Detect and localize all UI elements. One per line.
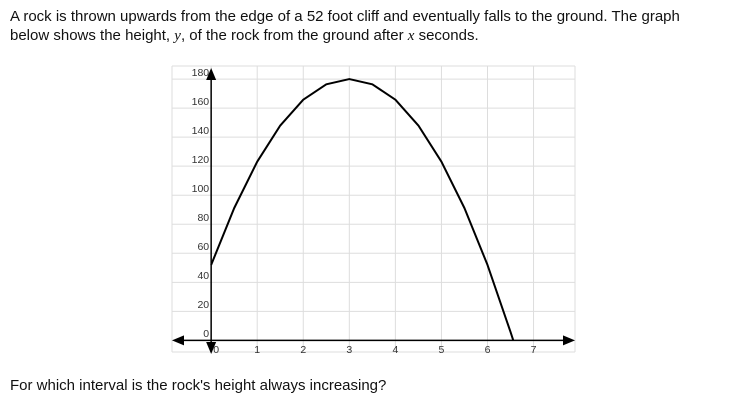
y-tick-label: 0 <box>203 328 209 340</box>
x-tick-label: 0 <box>213 344 219 356</box>
arrow <box>172 335 184 346</box>
text: below shows the height, <box>10 27 175 44</box>
chart: 0 1 2 3 4 5 6 7 0 20 40 60 80 100 120 140 160 180 <box>171 65 576 356</box>
text: seconds. <box>414 27 479 44</box>
intro-text: below shows the height, y, of the rock f… <box>10 27 479 45</box>
arrow <box>206 68 217 80</box>
intro-text: A rock is thrown upwards from the edge o… <box>10 8 680 25</box>
y-tick-label: 140 <box>192 125 210 137</box>
x-tick-label: 6 <box>485 344 491 356</box>
variable: y <box>174 28 181 44</box>
y-tick-label: 180 <box>192 67 210 79</box>
y-tick-label: 40 <box>197 270 209 282</box>
y-tick-label: 120 <box>192 154 210 166</box>
y-tick-label: 60 <box>197 241 209 253</box>
curve <box>210 78 515 341</box>
question-text: For which interval is the rock's height … <box>10 377 387 394</box>
y-tick-label: 160 <box>192 96 210 108</box>
y-tick-label: 20 <box>197 299 209 311</box>
y-tick-label: 100 <box>192 183 210 195</box>
x-tick-label: 2 <box>300 344 306 356</box>
y-tick-label: 80 <box>197 212 209 224</box>
x-tick-label: 1 <box>254 344 260 356</box>
arrow <box>206 342 217 354</box>
variable: x <box>407 28 415 44</box>
x-tick-label: 3 <box>346 344 352 356</box>
x-tick-label: 7 <box>531 344 537 356</box>
x-tick-label: 5 <box>439 344 445 356</box>
x-tick-label: 4 <box>392 344 398 356</box>
text: , of the rock from the ground after <box>180 27 408 44</box>
arrow <box>563 335 575 346</box>
